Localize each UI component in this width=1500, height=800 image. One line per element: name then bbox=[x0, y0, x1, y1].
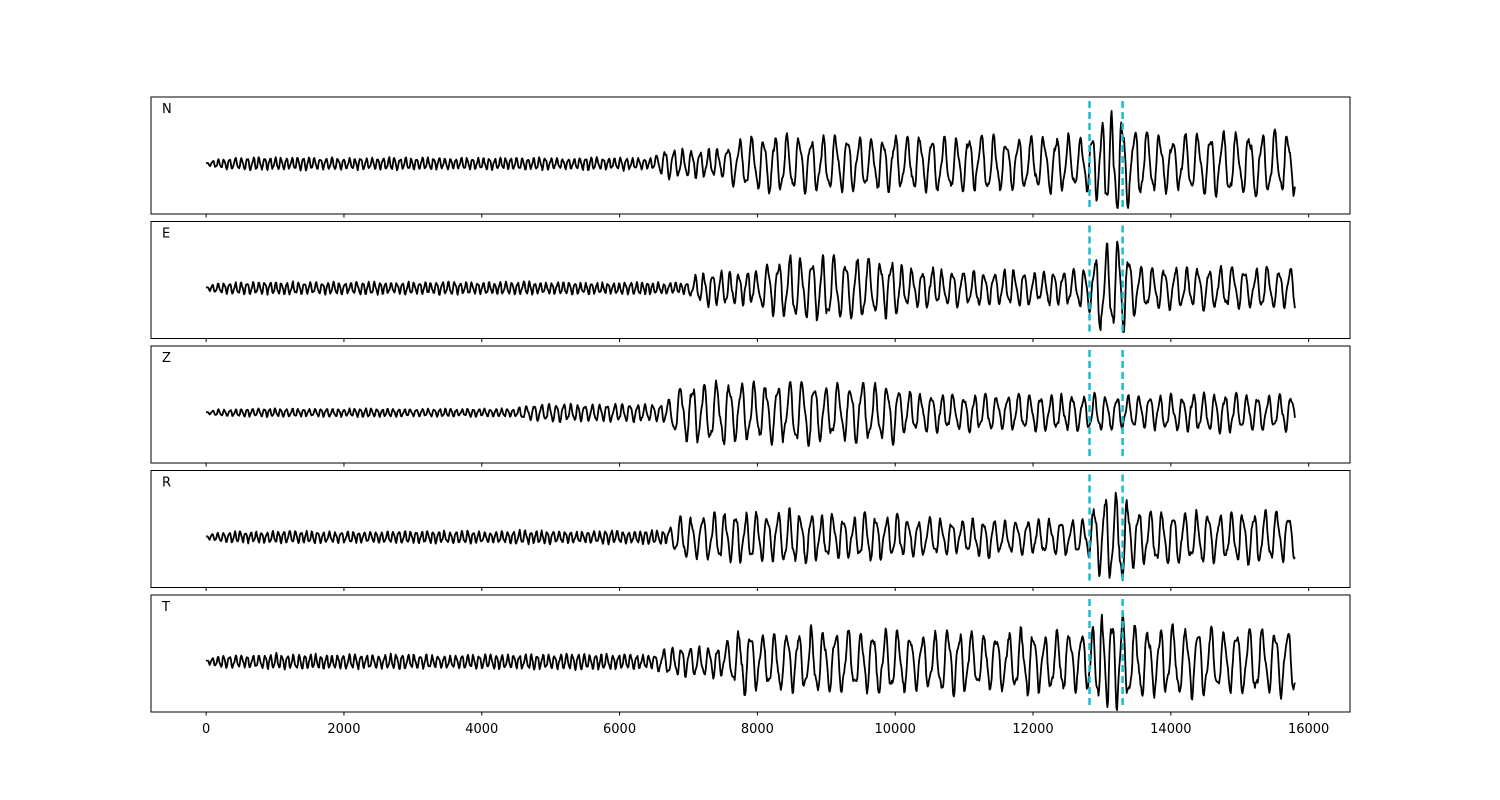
waveform-e bbox=[205, 240, 1296, 334]
panel-e: E bbox=[150, 221, 1351, 342]
waveform-n bbox=[205, 110, 1296, 210]
channel-label: N bbox=[162, 102, 172, 117]
panel-n: N bbox=[150, 96, 1351, 218]
waveform-z bbox=[205, 379, 1296, 448]
x-tick-label: 8000 bbox=[741, 722, 774, 737]
panels: N E Z R T bbox=[150, 96, 1351, 716]
panel-frame bbox=[150, 221, 1351, 339]
x-tick-label: 14000 bbox=[1150, 722, 1191, 737]
x-tick-label: 0 bbox=[202, 722, 210, 737]
x-axis: 0 2000 4000 6000 8000 10000 12000 14000 16000 bbox=[202, 722, 1329, 737]
channel-label: R bbox=[162, 476, 171, 491]
x-tick-label: 10000 bbox=[875, 722, 916, 737]
x-tick-label: 4000 bbox=[465, 722, 498, 737]
panel-frame bbox=[150, 594, 1351, 713]
panel-frame bbox=[150, 470, 1351, 588]
channel-label: T bbox=[161, 600, 170, 615]
x-tick-label: 6000 bbox=[603, 722, 636, 737]
channel-label: Z bbox=[162, 351, 171, 366]
waveform-r bbox=[205, 491, 1296, 582]
x-tick-label: 16000 bbox=[1288, 722, 1329, 737]
panel-t: T bbox=[150, 594, 1351, 716]
panel-z: Z bbox=[150, 345, 1351, 467]
waveform-t bbox=[205, 610, 1296, 711]
channel-label: E bbox=[162, 227, 170, 242]
panel-r: R bbox=[150, 470, 1351, 591]
x-tick-label: 2000 bbox=[327, 722, 360, 737]
x-tick-label: 12000 bbox=[1012, 722, 1053, 737]
panel-frame bbox=[150, 345, 1351, 464]
panel-frame bbox=[150, 96, 1351, 215]
